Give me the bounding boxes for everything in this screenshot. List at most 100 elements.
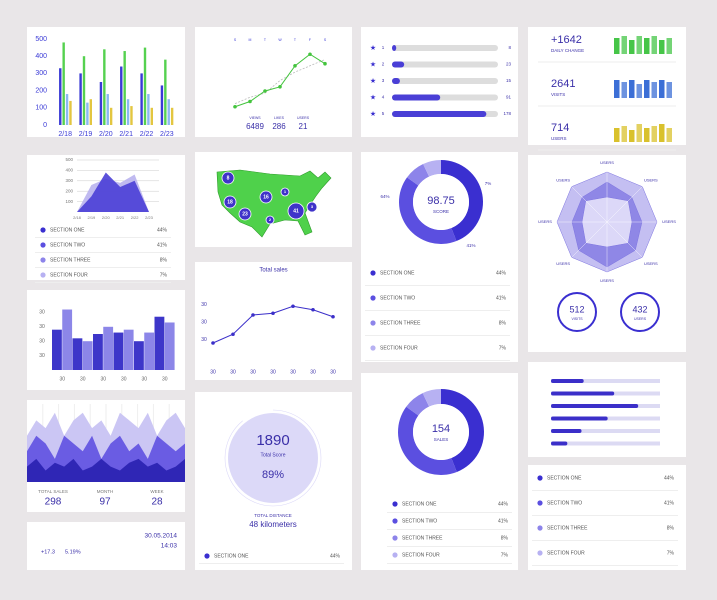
radar-axis bbox=[571, 221, 608, 258]
bubble bbox=[223, 195, 237, 209]
bar bbox=[134, 341, 144, 370]
x-tick-label: 2/18 bbox=[73, 215, 82, 220]
legend-label: SECTION ONE bbox=[547, 475, 582, 481]
x-tick-label: F bbox=[309, 38, 311, 42]
bar bbox=[551, 379, 584, 383]
donut-value: 154 bbox=[432, 423, 450, 435]
gauge-value: 432 bbox=[632, 304, 647, 314]
y-tick-label: 30 bbox=[39, 353, 45, 359]
point bbox=[291, 304, 295, 309]
legend-value: 7% bbox=[667, 550, 675, 556]
bubble bbox=[265, 215, 275, 225]
legend-dot bbox=[392, 552, 398, 558]
axis-label: USERS bbox=[556, 177, 570, 182]
mini-bar bbox=[651, 36, 657, 54]
bubble-label: 23 bbox=[242, 211, 248, 217]
donut-segment bbox=[441, 389, 484, 472]
bar bbox=[140, 73, 143, 125]
mini-bar bbox=[636, 84, 642, 98]
bar bbox=[144, 332, 155, 370]
bar bbox=[551, 404, 639, 408]
mini-bar bbox=[621, 126, 627, 142]
radar-axis bbox=[606, 221, 643, 258]
date: 30.05.2014 bbox=[144, 533, 177, 540]
point bbox=[231, 332, 235, 337]
stat-label: USERS bbox=[297, 116, 310, 120]
x-tick-label: 2/22 bbox=[140, 131, 154, 138]
stat-label: VIEWS bbox=[249, 116, 261, 120]
percent: 5.19% bbox=[65, 549, 81, 555]
stat-label: WEEK bbox=[150, 489, 163, 494]
donut-segment bbox=[441, 160, 484, 242]
kpi-label: VISITS bbox=[551, 92, 565, 97]
legend-value: 7% bbox=[501, 552, 509, 558]
bar bbox=[89, 99, 92, 125]
point bbox=[311, 307, 315, 312]
bubble bbox=[287, 202, 305, 220]
bar bbox=[170, 107, 174, 125]
bar bbox=[65, 94, 69, 125]
bar bbox=[130, 106, 133, 125]
panel bbox=[528, 362, 686, 457]
legend-label: SECTION TWO bbox=[547, 500, 582, 506]
legend-value: 41% bbox=[664, 500, 675, 506]
legend-value: 44% bbox=[157, 227, 168, 233]
legend-dot bbox=[40, 242, 46, 248]
kpi-value: 714 bbox=[551, 122, 569, 134]
donut-segment bbox=[407, 163, 430, 186]
stat-label: LIKES bbox=[274, 116, 285, 120]
legend-dot bbox=[392, 535, 398, 541]
x-tick-label: 2/19 bbox=[79, 131, 93, 138]
legend-value: 41% bbox=[496, 295, 507, 301]
bar bbox=[69, 100, 72, 125]
stat-value: 28 bbox=[151, 497, 163, 508]
bar bbox=[99, 82, 103, 125]
x-tick-label: 30 bbox=[210, 369, 216, 375]
legend-value: 44% bbox=[664, 475, 675, 481]
mini-bar bbox=[651, 126, 657, 142]
score-circle bbox=[228, 413, 318, 503]
x-tick-label: 30 bbox=[330, 369, 336, 375]
legend-value: 8% bbox=[499, 320, 507, 326]
y-tick-label: 300 bbox=[65, 178, 73, 183]
mini-bar bbox=[621, 36, 627, 54]
star: ★ bbox=[370, 77, 376, 85]
bubble-label: 41 bbox=[293, 208, 299, 214]
star: ★ bbox=[370, 110, 376, 118]
value-label: 178 bbox=[503, 111, 511, 116]
bar bbox=[551, 416, 608, 421]
x-tick-label: S bbox=[234, 38, 237, 42]
change: +17.3 bbox=[41, 549, 55, 555]
legend-label: SECTION ONE bbox=[402, 501, 437, 507]
mini-bar bbox=[614, 128, 620, 142]
y-tick-label: 30 bbox=[39, 310, 45, 316]
mini-bar bbox=[666, 38, 672, 54]
y-tick-label: 400 bbox=[35, 53, 47, 60]
mini-bar bbox=[629, 130, 635, 142]
row-label: 3 bbox=[382, 78, 385, 83]
bubble-label: 18 bbox=[227, 199, 233, 205]
x-tick-label: W bbox=[278, 38, 282, 42]
legend-label: SECTION FOUR bbox=[50, 272, 88, 278]
legend-label: SECTION ONE bbox=[50, 227, 85, 233]
bubble bbox=[238, 207, 252, 221]
bar bbox=[164, 322, 175, 370]
track bbox=[551, 379, 660, 383]
bar bbox=[52, 329, 62, 370]
bar bbox=[79, 73, 82, 125]
bar bbox=[82, 56, 86, 126]
gauge bbox=[620, 292, 660, 332]
donut-segment bbox=[406, 393, 430, 416]
star: ★ bbox=[370, 93, 376, 101]
point bbox=[331, 314, 335, 319]
gauge-value: 512 bbox=[569, 304, 584, 314]
line bbox=[234, 59, 326, 104]
legend-value: 41% bbox=[498, 518, 509, 524]
x-tick-label: 30 bbox=[270, 369, 276, 375]
legend-value: 44% bbox=[498, 501, 509, 507]
legend-label: SECTION TWO bbox=[380, 295, 415, 301]
bar bbox=[160, 85, 164, 125]
point bbox=[278, 85, 282, 89]
legend-value: 41% bbox=[157, 242, 168, 248]
